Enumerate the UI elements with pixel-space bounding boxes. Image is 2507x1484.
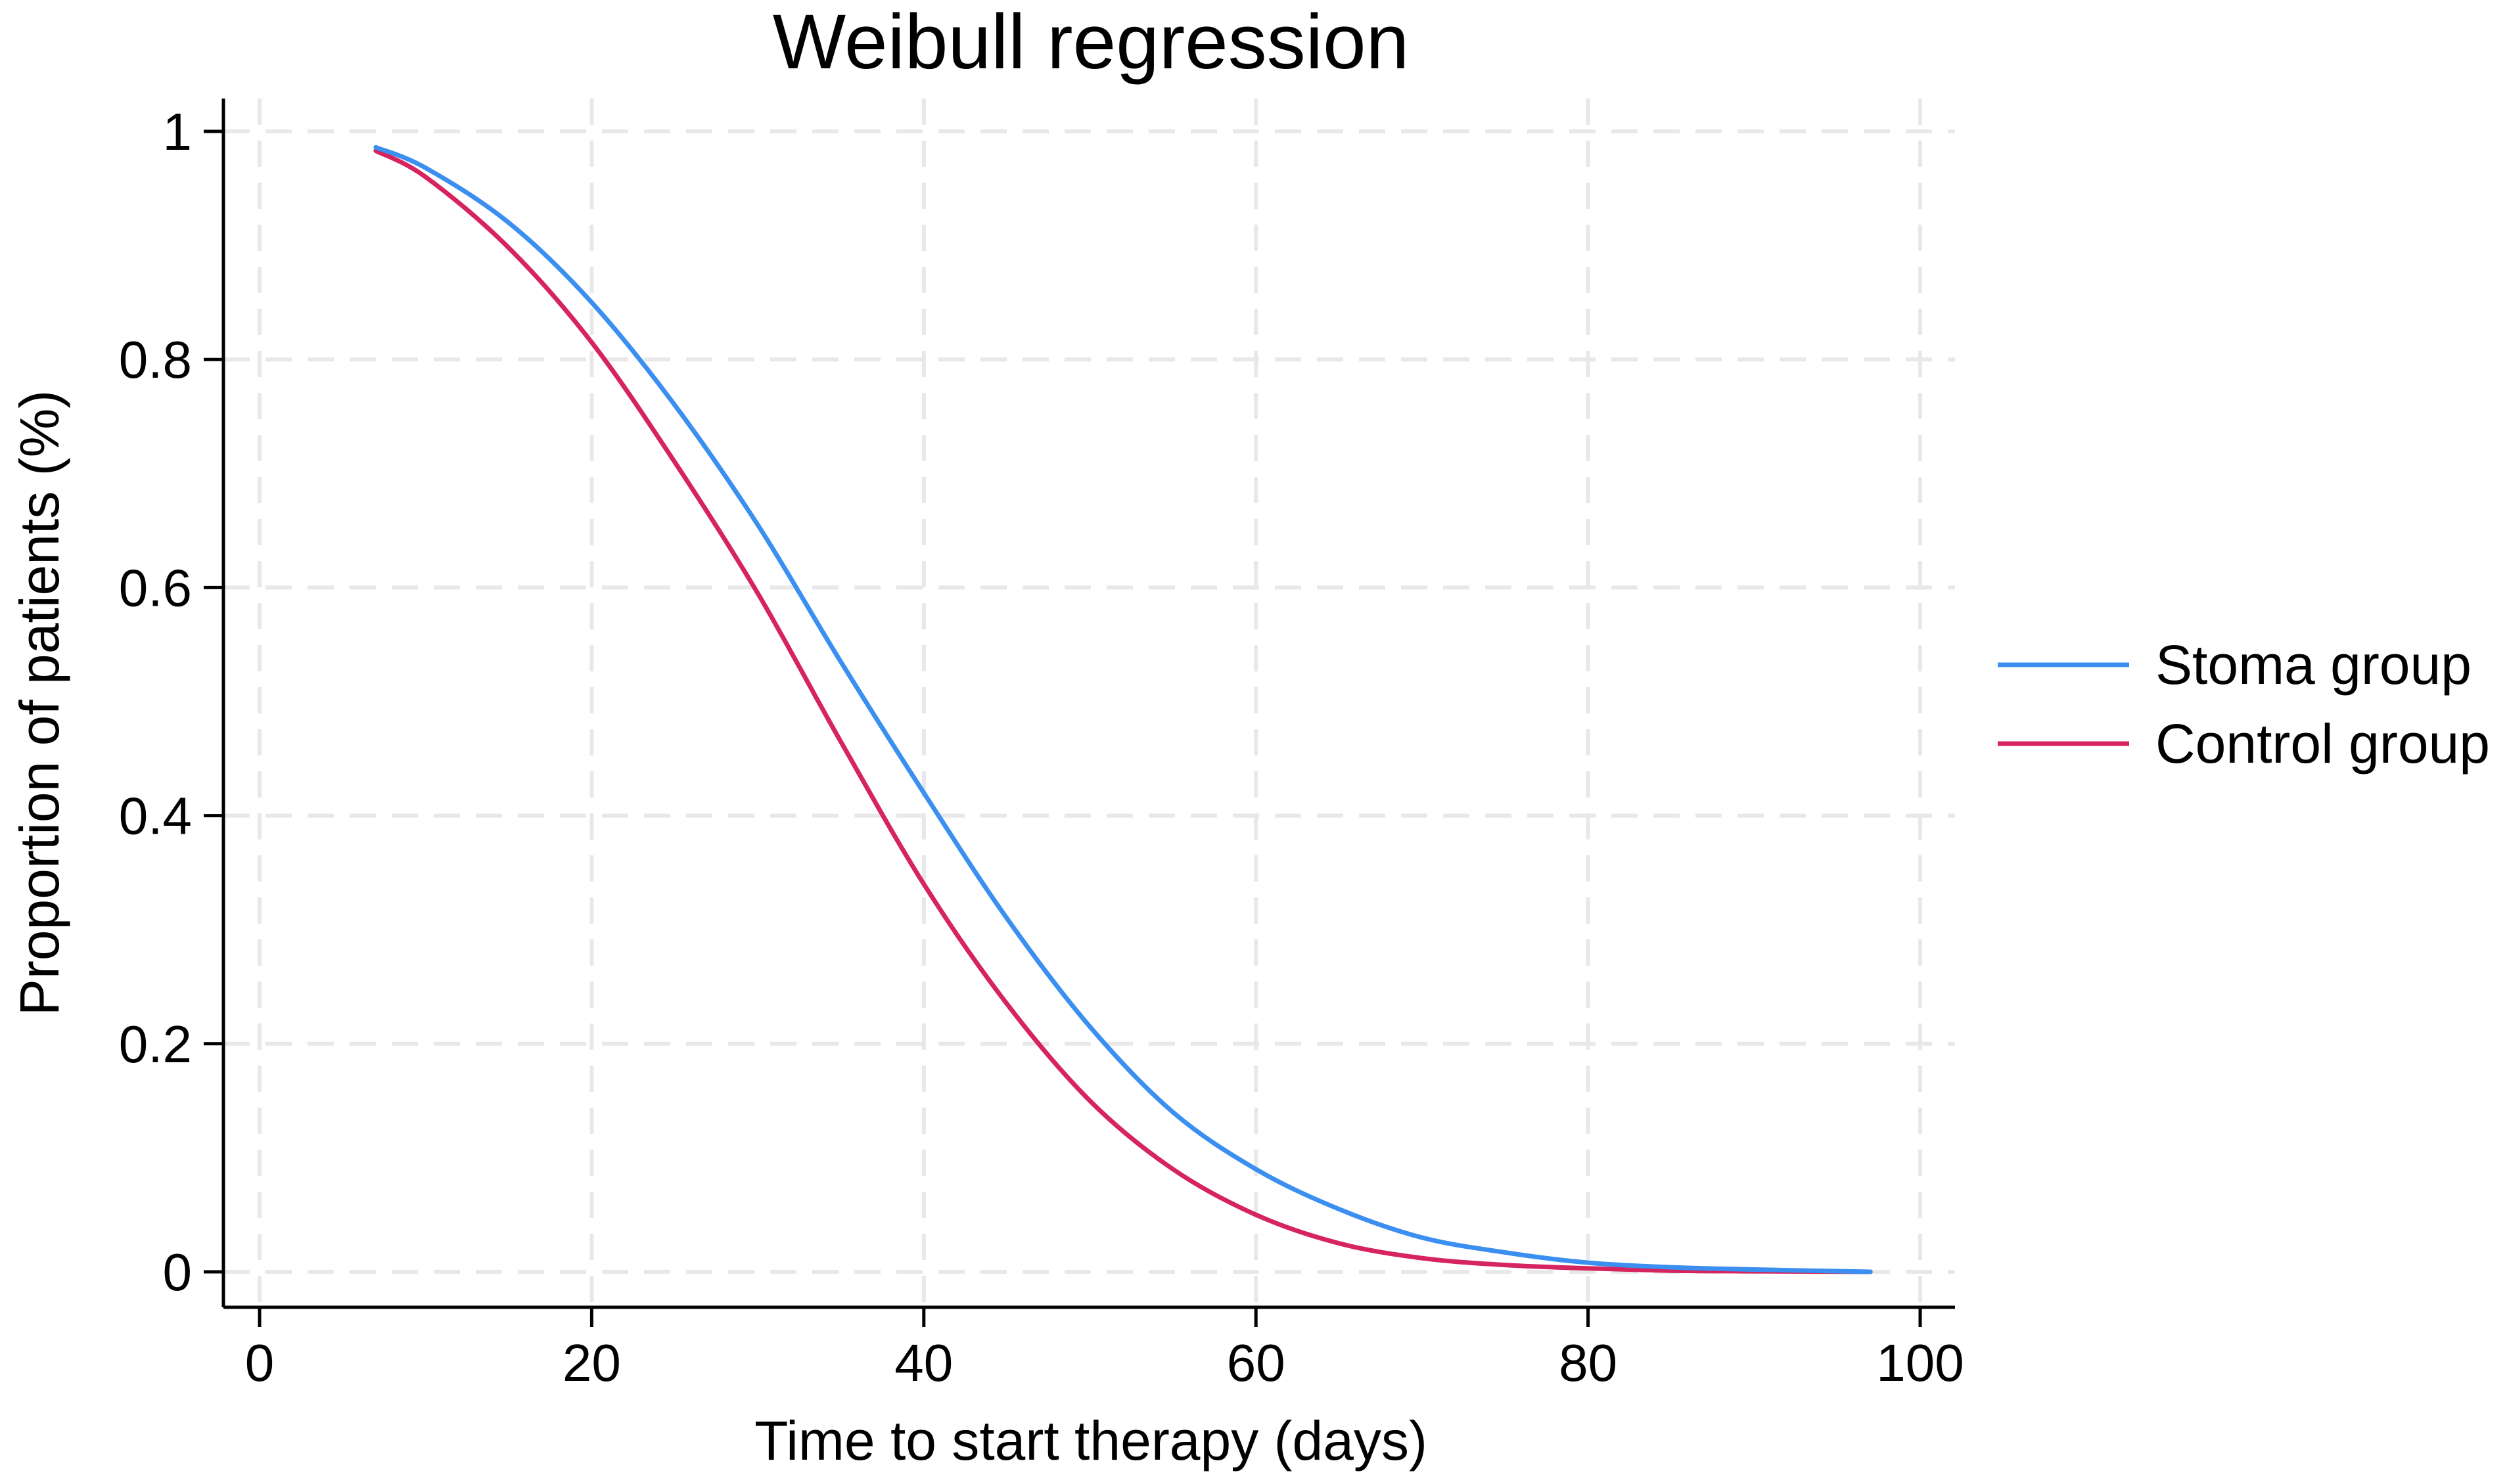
y-tick-label: 0.6 [119,558,192,617]
x-ticks: 0 20 40 60 80 100 [245,1307,1964,1392]
legend-label-stoma-group: Stoma group [2155,634,2472,696]
y-tick-label: 0 [163,1243,193,1301]
x-tick-label: 60 [1227,1334,1285,1392]
x-tick-label: 80 [1559,1334,1617,1392]
grid [223,99,1955,1307]
y-ticks: 0 0.2 0.4 0.6 0.8 1 [119,102,223,1301]
x-tick-label: 20 [563,1334,621,1392]
series-group [373,145,1873,1274]
legend: Stoma group Control group [1998,634,2490,775]
y-tick-label: 0.2 [119,1015,192,1073]
legend-label-control-group: Control group [2155,713,2490,775]
y-axis-label: Proportion of patients (%) [9,390,70,1016]
x-tick-label: 40 [894,1334,953,1392]
x-tick-label: 100 [1876,1334,1964,1392]
axes [221,99,1955,1309]
y-tick-label: 0.4 [119,787,192,845]
chart-title: Weibull regression [773,0,1410,85]
series-line-stoma-group [373,145,1873,1274]
x-tick-label: 0 [245,1334,275,1392]
series-line-control-group [373,148,1873,1274]
y-tick-label: 1 [163,102,193,161]
y-tick-label: 0.8 [119,330,192,389]
x-axis-label: Time to start therapy (days) [754,1410,1427,1472]
